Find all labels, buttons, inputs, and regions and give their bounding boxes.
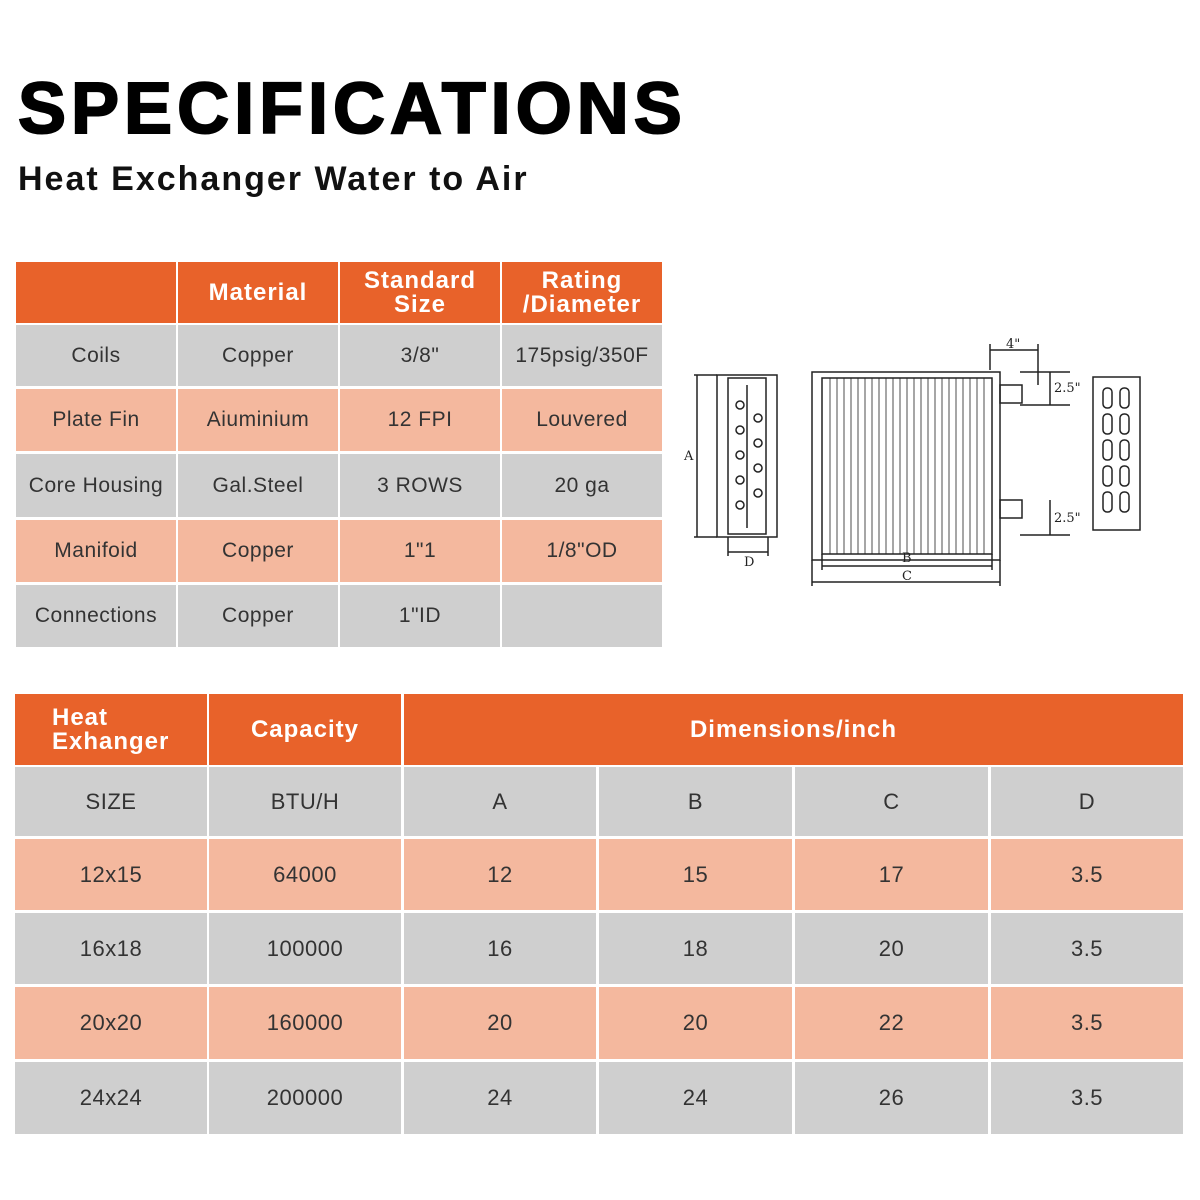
table-cell: Plate Fin [16,389,176,451]
table-cell: 64000 [209,839,401,910]
table-cell: 15 [599,839,792,910]
table-cell: 16x18 [15,913,207,984]
table-cell: 17 [795,839,988,910]
table-cell: SIZE [15,767,207,836]
table-cell: Copper [178,520,338,582]
table-cell: Core Housing [16,454,176,517]
table-cell: D [991,767,1183,836]
table-cell: 12 [404,839,596,910]
table-cell: 200000 [209,1062,401,1134]
table-cell: 3 ROWS [340,454,500,517]
table-cell: A [404,767,596,836]
end-view [1092,376,1141,531]
table-cell: B [599,767,792,836]
subtitle: Heat Exchanger Water to Air [18,160,529,198]
table-cell: Aiuminium [178,389,338,451]
dim-label: 2.5" [1054,511,1081,526]
table-cell: 1"1 [340,520,500,582]
table-cell: 3.5 [991,839,1183,910]
column-header: Capacity [209,694,401,765]
dim-label: 2.5" [1054,381,1081,396]
table-cell: 1/8"OD [502,520,662,582]
column-header: Material [178,262,338,323]
table-cell: 160000 [209,987,401,1059]
table-cell: 24x24 [15,1062,207,1134]
table-cell: 12x15 [15,839,207,910]
diagram: 4" 2.5" 2.5" A B C D [683,337,1141,586]
dim-label: D [744,555,754,570]
table-cell: 3.5 [991,1062,1183,1134]
table-cell: BTU/H [209,767,401,836]
table-cell [502,585,662,647]
table-cell: Manifoid [16,520,176,582]
side-view [694,374,778,556]
table-cell: Gal.Steel [178,454,338,517]
column-header: Heat Exhanger [15,694,207,765]
table-cell: 24 [599,1062,792,1134]
table-cell: 3.5 [991,913,1183,984]
table-cell: 20x20 [15,987,207,1059]
table-cell: 16 [404,913,596,984]
dim-label: B [902,551,912,566]
table-cell: 1"ID [340,585,500,647]
column-header: Dimensions/inch [404,694,1183,765]
table-cell: Louvered [502,389,662,451]
column-header: Standard Size [340,262,500,323]
table-cell: 20 [795,913,988,984]
dim-label: C [902,569,912,584]
table-cell: 20 ga [502,454,662,517]
table-cell: 100000 [209,913,401,984]
table-cell: 26 [795,1062,988,1134]
table-cell: Coils [16,325,176,386]
front-view [811,344,1070,586]
table-cell: 24 [404,1062,596,1134]
table-cell: 12 FPI [340,389,500,451]
dim-label: A [683,449,694,464]
table-cell: 175psig/350F [502,325,662,386]
title: SPECIFICATIONS [17,68,687,150]
table-cell: 18 [599,913,792,984]
column-header [16,262,176,323]
dim-label: 4" [1006,337,1020,352]
column-header: Rating /Diameter [502,262,662,323]
table-cell: 20 [599,987,792,1059]
table-cell: 3.5 [991,987,1183,1059]
table-cell: Copper [178,325,338,386]
table-cell: 22 [795,987,988,1059]
table-cell: Copper [178,585,338,647]
table-cell: Connections [16,585,176,647]
table-cell: 3/8" [340,325,500,386]
table-cell: C [795,767,988,836]
table-cell: 20 [404,987,596,1059]
